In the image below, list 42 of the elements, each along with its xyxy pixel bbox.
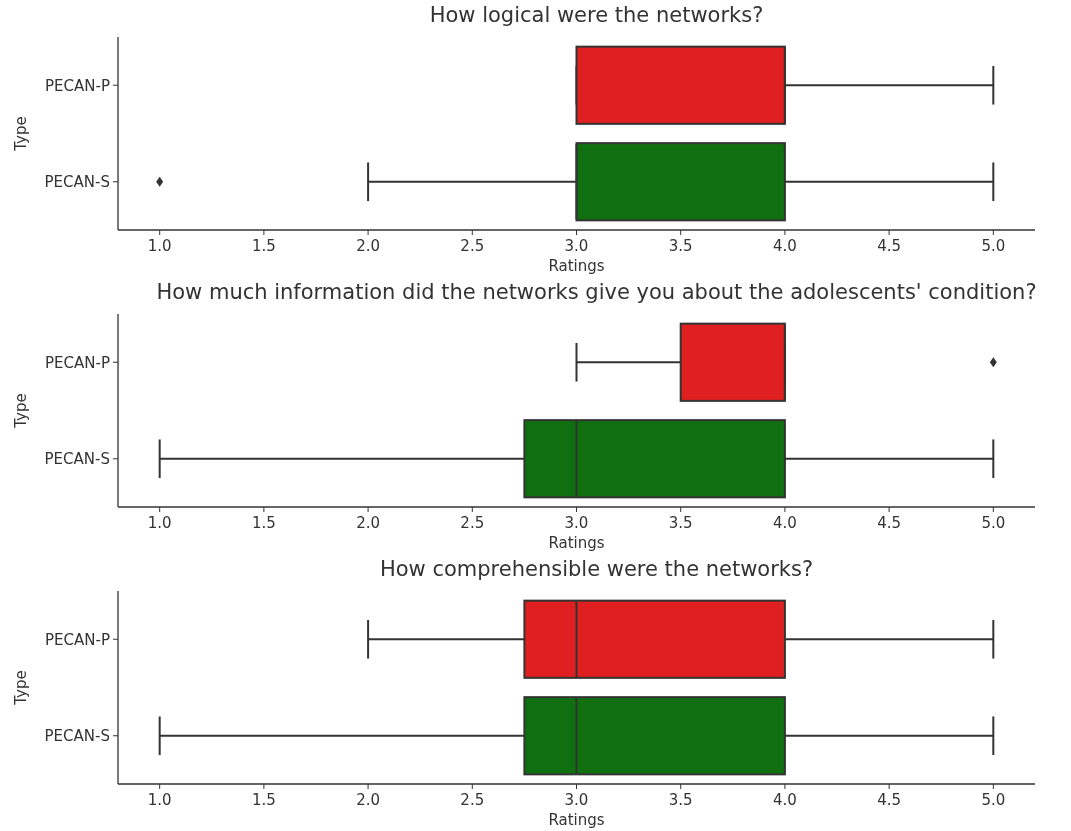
x-tick-label: 5.0	[981, 791, 1006, 809]
x-tick-label: 4.5	[877, 237, 902, 255]
chart-title: How comprehensible were the networks?	[379, 557, 814, 581]
y-tick-label: PECAN-S	[44, 727, 110, 745]
x-tick-label: 5.0	[981, 237, 1006, 255]
x-tick-label: 4.5	[877, 791, 902, 809]
y-tick-label: PECAN-S	[44, 450, 110, 468]
chart-title: How logical were the networks?	[429, 3, 764, 27]
x-tick-label: 2.5	[460, 791, 485, 809]
x-tick-label: 3.0	[564, 514, 589, 532]
x-tick-label: 1.0	[147, 514, 172, 532]
x-tick-label: 3.5	[668, 237, 693, 255]
x-tick-label: 2.5	[460, 237, 485, 255]
chart-title: How much information did the networks give you about the adolescents' condition?	[156, 280, 1037, 304]
x-tick-label: 1.5	[251, 791, 276, 809]
x-tick-label: 3.5	[668, 514, 693, 532]
x-tick-label: 3.0	[564, 791, 589, 809]
x-tick-label: 5.0	[981, 514, 1006, 532]
x-tick-label: 4.0	[772, 237, 797, 255]
x-tick-label: 4.0	[772, 791, 797, 809]
x-tick-label: 1.5	[251, 237, 276, 255]
x-tick-label: 4.0	[772, 514, 797, 532]
x-axis-title: Ratings	[548, 811, 605, 829]
x-tick-label: 2.5	[460, 514, 485, 532]
y-tick-label: PECAN-P	[45, 76, 110, 95]
x-tick-label: 1.0	[147, 791, 172, 809]
y-tick-label: PECAN-P	[45, 353, 110, 372]
y-tick-label: PECAN-P	[45, 630, 110, 649]
x-tick-label: 1.0	[147, 237, 172, 255]
y-axis-title: Type	[12, 116, 30, 152]
x-axis-title: Ratings	[548, 257, 605, 275]
x-axis-title: Ratings	[548, 534, 605, 552]
x-tick-label: 2.0	[356, 237, 381, 255]
x-tick-label: 3.0	[564, 237, 589, 255]
y-axis-title: Type	[12, 670, 30, 706]
x-tick-label: 2.0	[356, 514, 381, 532]
x-tick-label: 4.5	[877, 514, 902, 532]
x-tick-label: 1.5	[251, 514, 276, 532]
y-axis-title: Type	[12, 393, 30, 429]
y-tick-label: PECAN-S	[44, 173, 110, 191]
x-tick-label: 3.5	[668, 791, 693, 809]
x-tick-label: 2.0	[356, 791, 381, 809]
